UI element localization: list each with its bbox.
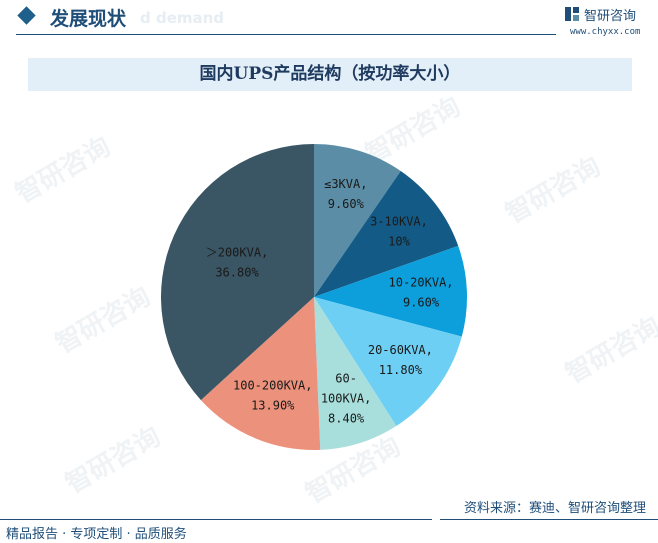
pie-slice	[314, 297, 462, 426]
pie-slice	[314, 297, 397, 450]
header: d demand 发展现状 智研咨询 www.chyxx.com	[0, 0, 658, 40]
chart-title-banner: 国内UPS产品结构（按功率大小）	[28, 58, 632, 91]
pie-chart: ≤3KVA, 9.60% 3-10KVA, 10% 10-20KVA, 9.60% 20-6…	[161, 144, 467, 450]
footer-divider	[440, 519, 658, 520]
section-ghost-text: d demand	[140, 9, 225, 27]
slice-category-label: ≤3KVA,	[324, 177, 367, 191]
source-note: 资料来源：赛迪、智研咨询整理	[464, 501, 647, 516]
pie-slice	[314, 144, 401, 297]
chart-title: 国内UPS产品结构（按功率大小）	[199, 64, 461, 84]
slice-category-label: ＞200KVA,	[206, 246, 269, 260]
header-divider	[16, 34, 556, 35]
slice-value-label: 8.40%	[328, 412, 365, 426]
slice-category-label: 3-10KVA,	[370, 214, 428, 228]
diamond-icon	[17, 6, 36, 25]
slice-category-label: 60-	[335, 372, 357, 386]
slice-value-label: 13.90%	[251, 398, 295, 412]
footer-tagline: 精品报告 · 专项定制 · 品质服务	[6, 527, 187, 542]
slice-value-label: 11.80%	[379, 363, 423, 377]
pie-slice	[314, 245, 467, 337]
brand-logo-icon	[565, 7, 579, 21]
slice-value-label: 10%	[388, 234, 410, 248]
site-url: www.chyxx.com	[570, 27, 641, 37]
slice-value-label: 9.60%	[403, 295, 440, 309]
pie-slice	[314, 170, 459, 297]
brand-name: 智研咨询	[584, 9, 637, 24]
slice-category-label: 10-20KVA,	[389, 275, 454, 289]
slice-category-label: 100KVA,	[321, 392, 372, 406]
slice-value-label: 36.80%	[215, 266, 259, 280]
slice-category-label: 100-200KVA,	[233, 378, 312, 392]
pie-slice	[200, 297, 321, 450]
pie-slice	[161, 144, 314, 401]
footer-divider	[0, 519, 432, 520]
section-title: 发展现状	[50, 8, 127, 30]
slice-value-label: 9.60%	[328, 197, 365, 211]
slice-category-label: 20-60KVA,	[368, 343, 433, 357]
